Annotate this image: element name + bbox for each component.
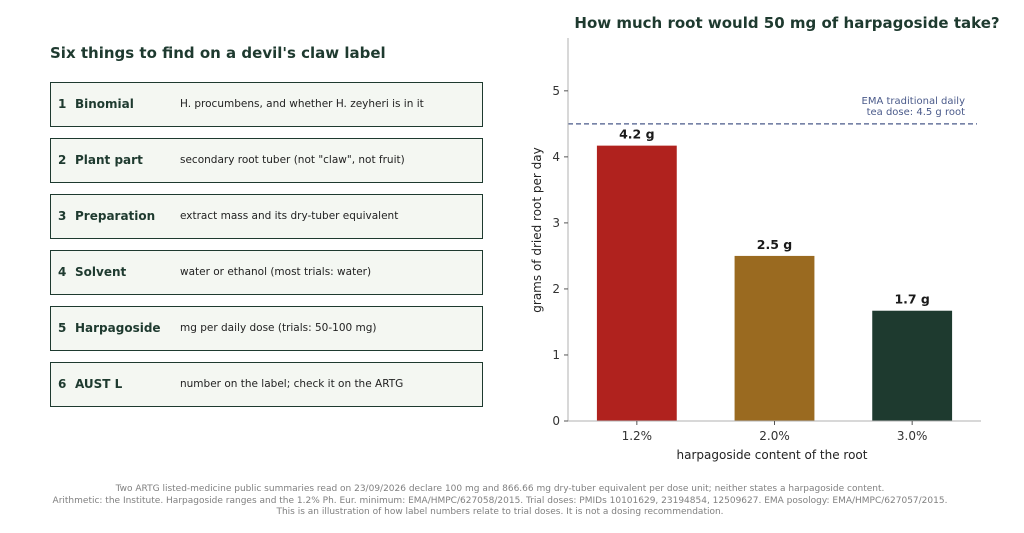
y-tick-label: 1 xyxy=(552,348,560,362)
bar-1-2pct xyxy=(596,145,677,421)
bar-value-label: 4.2 g xyxy=(619,127,654,142)
checklist-item-aust-l: 6 AUST L number on the label; check it o… xyxy=(50,362,483,407)
checklist-item-preparation: 3 Preparation extract mass and its dry-t… xyxy=(50,194,483,239)
item-description: water or ethanol (most trials: water) xyxy=(180,266,372,278)
checklist-item-solvent: 4 Solvent water or ethanol (most trials:… xyxy=(50,250,483,295)
item-number: 2 xyxy=(58,153,67,167)
item-number: 6 xyxy=(58,377,67,391)
item-name: Preparation xyxy=(75,209,156,223)
item-description: H. procumbens, and whether H. zeyheri is… xyxy=(180,98,424,110)
item-description: secondary root tuber (not "claw", not fr… xyxy=(180,154,405,166)
y-tick-label: 4 xyxy=(552,150,560,164)
harpagoside-bar-chart: How much root would 50 mg of harpagoside… xyxy=(530,14,1000,462)
item-number: 1 xyxy=(58,97,67,111)
label-checklist: 1 Binomial H. procumbens, and whether H.… xyxy=(50,82,483,418)
checklist-item-harpagoside: 5 Harpagoside mg per daily dose (trials:… xyxy=(50,306,483,351)
y-tick-label: 3 xyxy=(552,216,560,230)
bar-value-label: 2.5 g xyxy=(757,237,792,252)
footnote-line: This is an illustration of how label num… xyxy=(276,507,724,517)
item-name: Harpagoside xyxy=(75,321,161,335)
item-name: Plant part xyxy=(75,153,143,167)
footnote-line: Two ARTG listed-medicine public summarie… xyxy=(115,484,885,494)
reference-line-label: tea dose: 4.5 g root xyxy=(867,107,965,118)
bar-2-0pct xyxy=(734,255,815,421)
item-number: 4 xyxy=(58,265,67,279)
label-checklist-title: Six things to find on a devil's claw lab… xyxy=(50,44,386,62)
x-tick-label: 1.2% xyxy=(622,429,653,443)
checklist-item-plant-part: 2 Plant part secondary root tuber (not "… xyxy=(50,138,483,183)
footnote-line: Arithmetic: the Institute. Harpagoside r… xyxy=(52,495,948,506)
x-tick-label: 2.0% xyxy=(759,429,790,443)
item-description: mg per daily dose (trials: 50-100 mg) xyxy=(180,322,377,334)
item-number: 5 xyxy=(58,321,67,335)
y-tick-label: 2 xyxy=(552,282,560,296)
item-name: AUST L xyxy=(75,377,123,391)
item-name: Binomial xyxy=(75,97,134,111)
item-description: extract mass and its dry-tuber equivalen… xyxy=(180,210,399,222)
footnotes: Two ARTG listed-medicine public summarie… xyxy=(0,484,1000,519)
item-name: Solvent xyxy=(75,265,127,279)
chart-title: How much root would 50 mg of harpagoside… xyxy=(574,14,999,32)
y-tick-label: 0 xyxy=(552,414,560,428)
x-tick-label: 3.0% xyxy=(897,429,928,443)
bar-3-0pct xyxy=(872,310,953,421)
checklist-item-binomial: 1 Binomial H. procumbens, and whether H.… xyxy=(50,82,483,127)
item-description: number on the label; check it on the ART… xyxy=(180,378,404,390)
bar-value-label: 1.7 g xyxy=(894,292,929,307)
x-axis-label: harpagoside content of the root xyxy=(677,448,868,462)
y-axis-label: grams of dried root per day xyxy=(530,147,544,312)
item-number: 3 xyxy=(58,209,67,223)
y-tick-label: 5 xyxy=(552,84,560,98)
reference-line-label: EMA traditional daily xyxy=(862,96,966,107)
